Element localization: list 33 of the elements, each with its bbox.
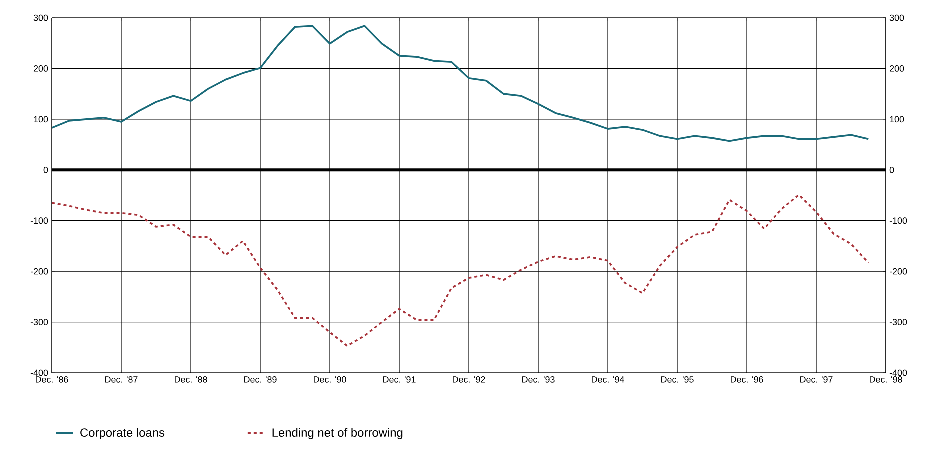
- y2-tick-label: 200: [890, 66, 904, 72]
- x-tick-label: Dec. '93: [522, 376, 555, 383]
- y-tick-label: -300: [30, 319, 48, 326]
- y2-tick-label: 300: [890, 14, 904, 22]
- x-tick-label: Dec. '94: [592, 376, 624, 383]
- y-tick-label: 100: [34, 116, 48, 123]
- line-series: [52, 194, 870, 348]
- x-tick-label: Dec. '98: [870, 376, 902, 383]
- x-tick-label: Dec. '91: [384, 376, 416, 383]
- x-tick-label: Dec. '89: [244, 376, 277, 383]
- x-tick-label: Dec. '96: [731, 376, 764, 383]
- legend-label: Lending net of borrowing: [272, 428, 403, 440]
- y2-tick-label: -200: [890, 268, 908, 275]
- y2-tick-label: -400: [890, 370, 908, 376]
- y2-tick-label: -300: [890, 319, 908, 326]
- y2-tick-label: -100: [890, 218, 908, 224]
- y-tick-label: -100: [30, 218, 48, 224]
- x-tick-label: Dec. '95: [662, 376, 694, 383]
- x-tick-label: Dec. '88: [175, 376, 208, 383]
- y-tick-label: 300: [34, 14, 48, 22]
- legend-label: Corporate loans: [80, 428, 165, 440]
- y2-tick-label: 0: [890, 166, 894, 174]
- y2-tick-label: 100: [890, 116, 904, 123]
- x-tick-label: Dec. '92: [453, 376, 486, 383]
- x-tick-label: Dec. '86: [36, 376, 68, 383]
- line-series: [52, 25, 870, 142]
- y-tick-label: 200: [34, 66, 48, 72]
- y-tick-label: -400: [30, 370, 48, 376]
- x-tick-label: Dec. '97: [800, 376, 833, 383]
- x-tick-label: Dec. '90: [314, 376, 346, 383]
- x-tick-label: Dec. '87: [106, 376, 138, 383]
- y-tick-label: -200: [30, 268, 48, 275]
- y-tick-label: 0: [44, 166, 48, 174]
